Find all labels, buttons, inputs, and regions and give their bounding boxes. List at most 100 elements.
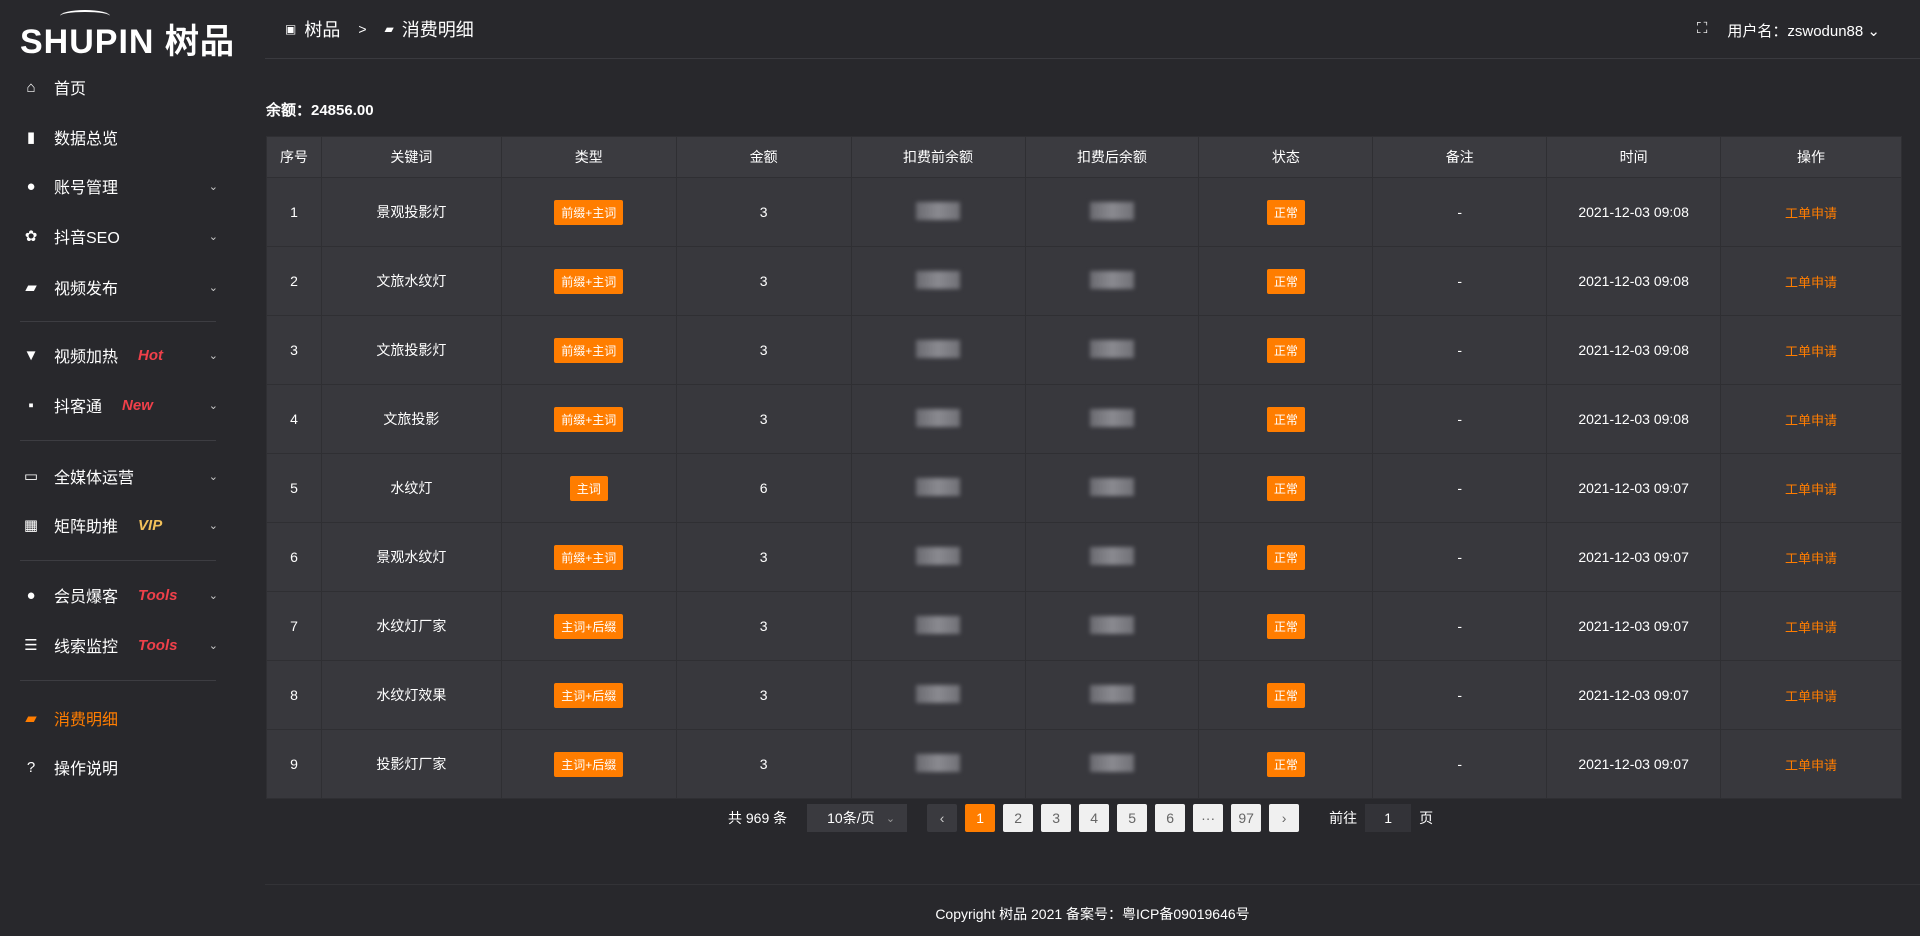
sidebar-divider	[20, 440, 216, 441]
keyword: 水纹灯效果	[320, 660, 502, 730]
sidebar-item-label: 视频发布	[54, 281, 119, 298]
row-index: 2	[266, 246, 322, 316]
sidebar-item-8[interactable]: ▦ 矩阵助推 VIP ⌄	[0, 507, 240, 543]
total-count: 共 969 条	[728, 810, 788, 826]
page-button[interactable]: ···	[1193, 804, 1224, 832]
sidebar-item-9[interactable]: ● 会员爆客 Tools ⌄	[0, 577, 240, 613]
header: ▣ 树品 > ▰ 消费明细 ⛶ 用户名：zswodun88 ⌄	[265, 0, 1920, 59]
ticket-apply-link[interactable]: 工单申请	[1785, 481, 1838, 497]
remark: -	[1372, 453, 1548, 523]
ticket-apply-link[interactable]: 工单申请	[1785, 343, 1838, 359]
sidebar-item-11[interactable]: ▰ 消费明细	[0, 700, 240, 736]
sidebar-icon: ●	[26, 177, 36, 195]
sidebar-item-4[interactable]: ▰ 视频发布 ⌄	[0, 269, 240, 305]
type-badge: 前缀+主词	[554, 406, 624, 432]
breadcrumb-home[interactable]: 树品	[304, 20, 341, 40]
user-menu[interactable]: 用户名：zswodun88 ⌄	[1727, 23, 1880, 40]
column-header: 序号	[266, 136, 322, 178]
row-index: 1	[266, 177, 322, 247]
page-button[interactable]: 2	[1003, 804, 1034, 832]
type-badge: 主词	[569, 475, 608, 501]
prev-page-button[interactable]: ‹	[927, 804, 958, 832]
chevron-down-icon: ⌄	[208, 470, 218, 483]
blurred-balance-before	[916, 408, 961, 427]
sidebar-item-5[interactable]: ▼ 视频加热 Hot ⌄	[0, 337, 240, 373]
table-row: 4 文旅投影 前缀+主词 3 正常 - 2021-12-03 09:08 工单申…	[266, 384, 1902, 454]
blurred-balance-after	[1089, 753, 1134, 772]
table-row: 5 水纹灯 主词 6 正常 - 2021-12-03 09:07 工单申请	[266, 453, 1902, 523]
amount: 3	[675, 591, 852, 661]
sidebar-item-label: 数据总览	[54, 131, 119, 148]
column-header: 扣费后余额	[1024, 136, 1200, 178]
sidebar-item-12[interactable]: ? 操作说明	[0, 749, 240, 785]
page-button[interactable]: 4	[1079, 804, 1110, 832]
blurred-balance-after	[1089, 546, 1134, 565]
remark: -	[1372, 384, 1548, 454]
type-badge: 主词+后缀	[554, 613, 624, 639]
type-badge: 主词+后缀	[554, 751, 624, 777]
breadcrumb: ▣ 树品 > ▰ 消费明细	[285, 16, 474, 42]
ticket-apply-link[interactable]: 工单申请	[1785, 688, 1838, 704]
keyword: 景观投影灯	[320, 177, 502, 247]
page-button[interactable]: 3	[1041, 804, 1072, 832]
column-header: 状态	[1198, 136, 1374, 178]
keyword: 文旅水纹灯	[320, 246, 502, 316]
sidebar-item-2[interactable]: ● 账号管理 ⌄	[0, 168, 240, 204]
column-header: 关键词	[320, 136, 502, 178]
table-row: 7 水纹灯厂家 主词+后缀 3 正常 - 2021-12-03 09:07 工单…	[266, 591, 1902, 661]
column-header: 金额	[675, 136, 852, 178]
ticket-apply-link[interactable]: 工单申请	[1785, 205, 1838, 221]
ticket-apply-link[interactable]: 工单申请	[1785, 412, 1838, 428]
type-badge: 前缀+主词	[554, 268, 624, 294]
table-row: 2 文旅水纹灯 前缀+主词 3 正常 - 2021-12-03 09:08 工单…	[266, 246, 1902, 316]
chevron-down-icon: ⌄	[208, 230, 218, 243]
wallet-icon: ▰	[384, 22, 394, 36]
chevron-down-icon: ⌄	[1867, 23, 1880, 40]
sidebar-item-1[interactable]: ▮ 数据总览	[0, 119, 240, 155]
amount: 3	[675, 660, 852, 730]
sidebar-item-6[interactable]: ▪ 抖客通 New ⌄	[0, 387, 240, 423]
sidebar-divider	[20, 321, 216, 322]
sidebar-divider	[20, 680, 216, 681]
keyword: 投影灯厂家	[320, 729, 502, 799]
type-badge: 前缀+主词	[554, 199, 624, 225]
page-button[interactable]: 1	[965, 804, 996, 832]
page-button[interactable]: 97	[1231, 804, 1262, 832]
next-page-button[interactable]: ›	[1269, 804, 1300, 832]
row-index: 8	[266, 660, 322, 730]
page-button[interactable]: 6	[1155, 804, 1186, 832]
page-button[interactable]: 5	[1117, 804, 1148, 832]
sidebar-item-10[interactable]: ☰ 线索监控 Tools ⌄	[0, 627, 240, 663]
sidebar-item-label: 全媒体运营	[54, 470, 135, 487]
sidebar-item-label: 操作说明	[54, 761, 119, 778]
row-index: 5	[266, 453, 322, 523]
chevron-down-icon: ⌄	[885, 812, 896, 825]
ticket-apply-link[interactable]: 工单申请	[1785, 550, 1838, 566]
ticket-apply-link[interactable]: 工单申请	[1785, 757, 1838, 773]
sidebar-icon: ▼	[23, 346, 39, 364]
blurred-balance-after	[1089, 339, 1134, 358]
column-header: 备注	[1372, 136, 1548, 178]
goto-page-input[interactable]: 1	[1365, 804, 1412, 832]
time: 2021-12-03 09:08	[1546, 315, 1722, 385]
status-badge: 正常	[1266, 406, 1305, 432]
sidebar-item-label: 抖音SEO	[54, 230, 120, 247]
time: 2021-12-03 09:08	[1546, 384, 1722, 454]
page-suffix: 页	[1419, 810, 1434, 826]
sidebar-badge: Tools	[138, 586, 178, 604]
page-size-select[interactable]: 10条/页 ⌄	[807, 804, 908, 832]
blurred-balance-before	[916, 270, 961, 289]
amount: 3	[675, 522, 852, 592]
type-badge: 主词+后缀	[554, 682, 624, 708]
sidebar-icon: ⌂	[26, 78, 36, 96]
ticket-apply-link[interactable]: 工单申请	[1785, 619, 1838, 635]
sidebar-item-3[interactable]: ✿ 抖音SEO ⌄	[0, 218, 240, 254]
type-badge: 前缀+主词	[554, 337, 624, 363]
balance: 余额：24856.00	[266, 102, 374, 119]
sidebar-item-0[interactable]: ⌂ 首页	[0, 69, 240, 105]
sidebar-item-7[interactable]: ▭ 全媒体运营 ⌄	[0, 458, 240, 494]
time: 2021-12-03 09:07	[1546, 591, 1722, 661]
column-header: 操作	[1720, 136, 1902, 178]
ticket-apply-link[interactable]: 工单申请	[1785, 274, 1838, 290]
fullscreen-icon[interactable]: ⛶	[1696, 20, 1708, 37]
